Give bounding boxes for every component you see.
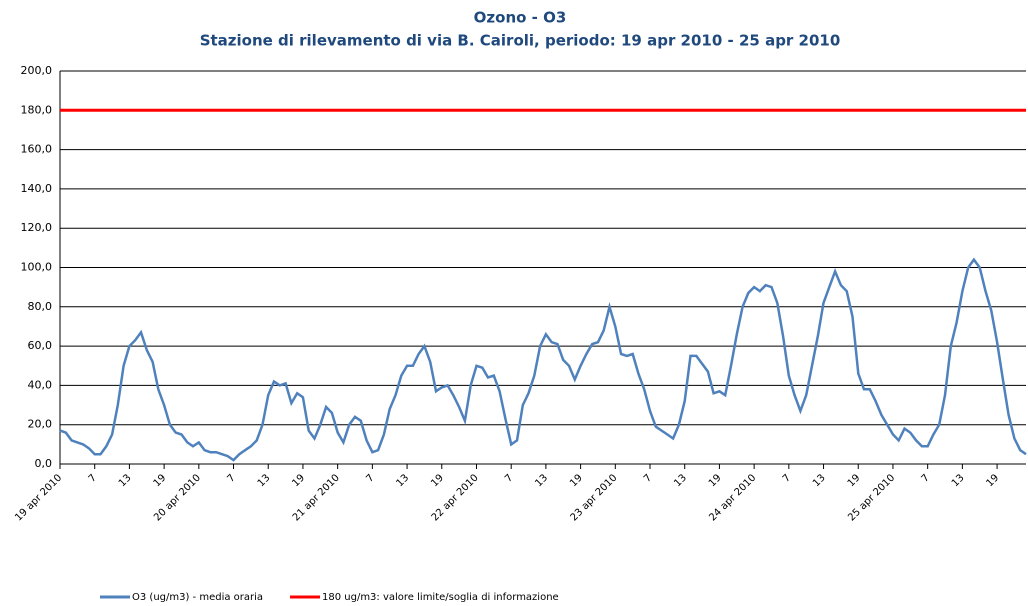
y-tick-label: 0,0 (35, 457, 53, 470)
data-line (59, 257, 1027, 462)
y-tick-label: 40,0 (28, 378, 53, 391)
chart-title: Ozono - O3 (474, 9, 567, 27)
chart-subtitle: Stazione di rilevamento di via B. Cairol… (200, 32, 841, 50)
x-tick-label: 19 (429, 472, 446, 489)
y-tick-label: 80,0 (28, 300, 53, 313)
y-tick-label: 140,0 (21, 182, 53, 195)
x-tick-label: 19 (290, 472, 307, 489)
x-tick-label: 13 (672, 472, 689, 489)
x-tick-label: 19 (568, 472, 585, 489)
x-tick-label: 7 (781, 472, 793, 484)
y-tick-label: 200,0 (21, 64, 53, 77)
y-tick-label: 20,0 (28, 418, 53, 431)
x-tick-label: 7 (87, 472, 99, 484)
x-tick-label: 7 (920, 472, 932, 484)
y-tick-label: 60,0 (28, 339, 53, 352)
legend-label: O3 (ug/m3) - media oraria (132, 592, 263, 603)
x-tick-label: 7 (225, 472, 237, 484)
x-tick-label: 19 (152, 472, 169, 489)
x-tick-label: 19 (985, 472, 1002, 489)
y-tick-label: 180,0 (21, 103, 53, 116)
x-tick-label: 19 (846, 472, 863, 489)
x-tick-label: 19 (707, 472, 724, 489)
x-tick-label: 13 (811, 472, 828, 489)
y-tick-label: 120,0 (21, 221, 53, 234)
x-tick-label: 13 (117, 472, 134, 489)
x-tick-label: 13 (395, 472, 412, 489)
x-tick-label: 13 (533, 472, 550, 489)
y-tick-label: 100,0 (21, 261, 53, 274)
y-tick-label: 160,0 (21, 143, 53, 156)
legend-label: 180 ug/m3: valore limite/soglia di infor… (322, 592, 559, 603)
x-tick-label: 7 (503, 472, 515, 484)
x-tick-label: 7 (642, 472, 654, 484)
x-tick-label: 7 (364, 472, 376, 484)
x-tick-label: 13 (256, 472, 273, 489)
x-tick-label: 19 apr 2010 (13, 472, 64, 523)
x-tick-label: 13 (950, 472, 967, 489)
